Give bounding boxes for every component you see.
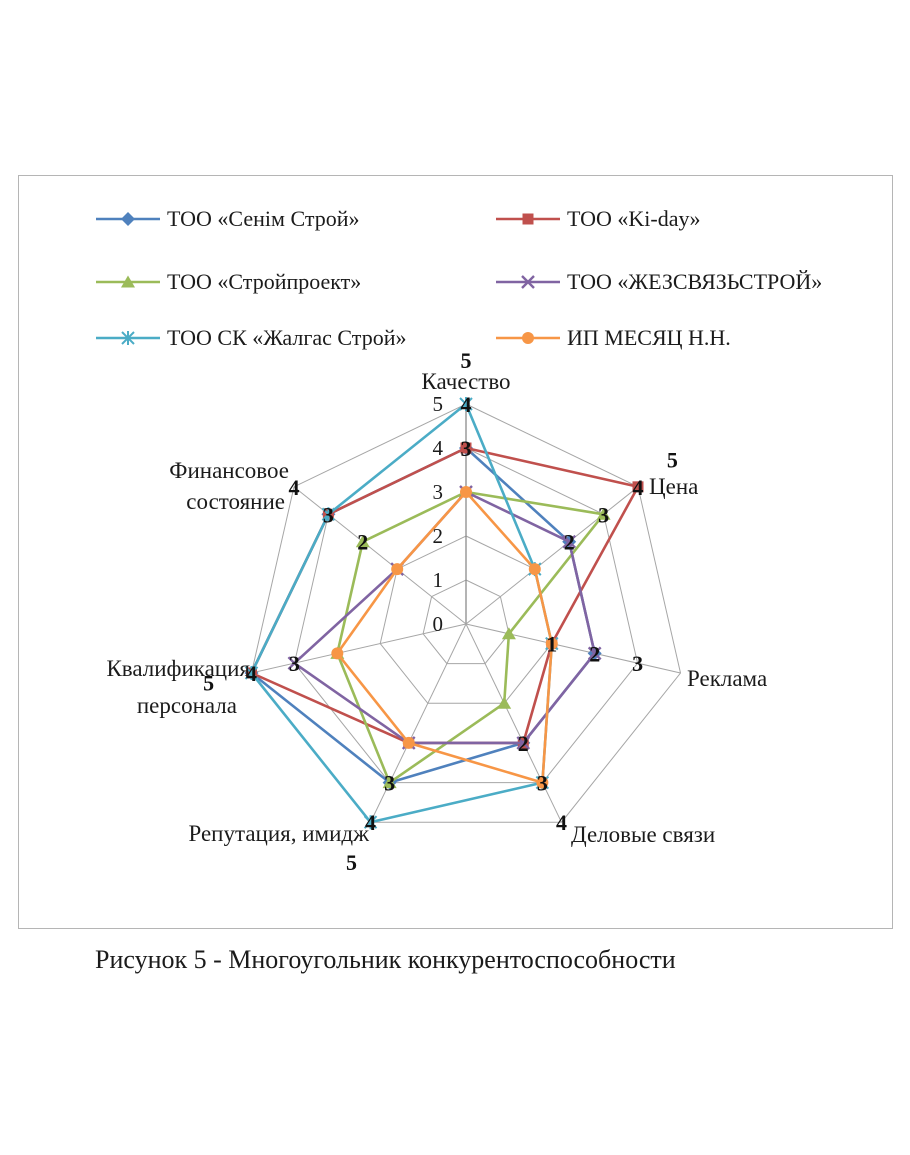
legend-label: ТОО СК «Жалгас Строй» (167, 325, 407, 350)
axis-spoke-1 (465, 486, 639, 625)
marker-asterisk (363, 815, 378, 830)
legend-x-glyph (521, 275, 535, 289)
value-axis-tick-3: 3 (433, 480, 444, 504)
marker-asterisk (459, 397, 473, 411)
axis-title-4: Репутация, имидж (188, 821, 369, 846)
marker-asterisk (321, 507, 336, 522)
marker-triangle (382, 776, 397, 789)
data-label-axis5-v5: 5 (203, 671, 214, 696)
data-label-axis4-v3: 3 (384, 771, 395, 796)
legend-marker-diamond-icon (96, 212, 160, 226)
marker-triangle (596, 507, 611, 520)
legend-marker-triangle-icon (96, 275, 160, 288)
legend-label: ТОО «Ki-day» (567, 206, 701, 231)
legend-marker-circle-icon (496, 332, 560, 344)
series-line-0 (250, 446, 596, 784)
value-axis-tick-5: 5 (433, 392, 444, 416)
figure-caption: Рисунок 5 - Многоугольник конкурентоспос… (95, 945, 676, 974)
series-line-5 (336, 490, 554, 784)
marker-circle (402, 736, 415, 749)
marker-square (460, 442, 472, 454)
marker-circle (460, 486, 472, 498)
data-label-axis5-v4: 4 (246, 661, 257, 686)
legend-asterisk-glyph (121, 331, 135, 345)
axis-title-8: состояние (186, 489, 285, 514)
value-axis-tick-1: 1 (433, 568, 444, 592)
legend-circle-glyph (522, 332, 534, 344)
axis-title-2: Реклама (687, 666, 767, 691)
series-line-4 (250, 402, 554, 824)
data-label-axis1-v5: 5 (667, 447, 678, 472)
marker-circle (331, 647, 344, 660)
legend-item-mesyats: ИП МЕСЯЦ Н.Н. (494, 323, 731, 353)
data-label-axis0-v3: 3 (461, 436, 472, 461)
axis-title-0: Качество (421, 369, 510, 394)
data-label-axis1-v2: 2 (564, 530, 575, 555)
data-label-axis2-v2: 2 (589, 641, 600, 666)
axis-title-7: Финансовое (169, 458, 289, 483)
axis-title-1: Цена (649, 474, 698, 499)
marker-triangle (501, 627, 516, 640)
data-label-axis0-v4: 4 (461, 392, 472, 417)
figure-frame: 0 1 2 3 4 5 3 4 5 2 3 4 5 1 2 3 2 3 4 3 4 5 3 4 5 2 3 4 Качество Цена… (18, 175, 893, 929)
axis-title-3: Деловые связи (571, 822, 715, 847)
axis-spoke-5 (251, 623, 467, 674)
axis-title-5: Квалификация (106, 656, 250, 681)
data-label-axis6-v3: 3 (323, 502, 334, 527)
marker-asterisk (244, 665, 259, 680)
data-label-axis6-v4: 4 (289, 475, 300, 500)
legend-label: ТОО «Стройпроект» (167, 269, 362, 294)
legend-item-senim-stroy: ТОО «Сенім Строй» (94, 204, 359, 234)
legend-label: ИП МЕСЯЦ Н.Н. (567, 325, 731, 350)
marker-x (516, 736, 531, 750)
legend-square-glyph (522, 213, 534, 225)
marker-triangle (355, 535, 370, 548)
marker-triangle (497, 696, 512, 709)
legend-label: ТОО «ЖЕЗСВЯЗЬСТРОЙ» (567, 269, 823, 294)
value-axis-tick-2: 2 (433, 524, 444, 548)
grid-ring-5 (250, 403, 682, 823)
legend-item-zhalgas-stroy: ТОО СК «Жалгас Строй» (94, 323, 406, 353)
legend-label: ТОО «Сенім Строй» (167, 206, 360, 231)
legend-marker-asterisk-icon (96, 331, 160, 345)
marker-circle (528, 563, 541, 576)
value-axis-tick-0: 0 (433, 612, 444, 636)
data-label-axis3-v3: 3 (537, 771, 548, 796)
legend-item-stroyproekt: ТОО «Стройпроект» (94, 267, 361, 297)
data-label-axis1-v3: 3 (598, 502, 609, 527)
series-line-3 (293, 490, 596, 745)
legend-marker-x-icon (496, 275, 560, 289)
axis-title-6: персонала (137, 693, 237, 718)
marker-x (287, 656, 302, 671)
data-label-axis3-v2: 2 (518, 731, 529, 756)
marker-square (632, 481, 644, 493)
marker-circle (536, 776, 549, 789)
data-label-axis3-v4: 4 (556, 810, 567, 835)
legend-triangle-glyph (121, 275, 135, 288)
data-label-axis2-v1: 1 (546, 632, 557, 657)
data-label-axis2-v3: 3 (632, 651, 643, 676)
data-label-axis5-v3: 3 (289, 651, 300, 676)
marker-x (587, 646, 602, 661)
legend-diamond-glyph (121, 212, 135, 226)
legend-item-zhezsvyazstroy: ТОО «ЖЕЗСВЯЗЬСТРОЙ» (494, 267, 822, 297)
marker-x (562, 534, 577, 549)
value-axis-tick-4: 4 (433, 436, 444, 460)
data-label-axis4-v4: 4 (365, 810, 376, 835)
axis-spoke-4 (370, 623, 467, 823)
data-label-axis1-v4: 4 (633, 475, 644, 500)
data-label-axis6-v2: 2 (357, 530, 368, 555)
data-label-axis0-v5: 5 (461, 348, 472, 373)
axis-spoke-3 (465, 623, 562, 823)
grid-ring-1 (422, 579, 510, 665)
legend-item-ki-day: ТОО «Ki-day» (494, 204, 701, 234)
axis-spoke-2 (465, 623, 681, 674)
marker-circle (545, 637, 558, 650)
axis-spoke-6 (293, 486, 467, 625)
data-label-axis4-v5: 5 (346, 850, 357, 875)
legend-marker-square-icon (496, 213, 560, 225)
marker-circle (391, 563, 404, 576)
